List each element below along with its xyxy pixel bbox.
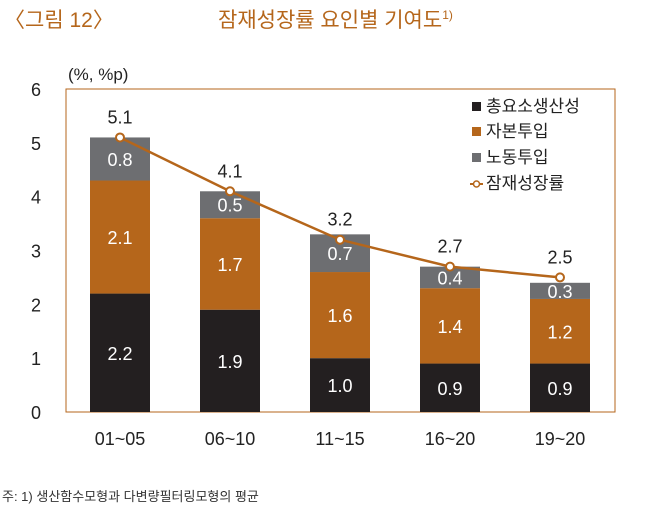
bar-1 bbox=[200, 218, 260, 310]
bar-value-label: 1.9 bbox=[217, 352, 242, 372]
bar-value-label: 0.9 bbox=[437, 379, 462, 399]
bar-value-label: 1.2 bbox=[547, 322, 572, 342]
bar-value-label: 0.7 bbox=[327, 244, 352, 264]
bar-value-label: 0.5 bbox=[217, 196, 242, 216]
legend-label: 잠재성장률 bbox=[486, 174, 564, 193]
bar-1 bbox=[420, 288, 480, 364]
chart-title-text: 잠재성장률 요인별 기여도 bbox=[218, 9, 443, 32]
chart: (%, %p) 0 1 2 3 4 5 6 2.2 2.1 0.8 01~05 1.9 1.7 0.5 06~… bbox=[31, 65, 616, 449]
figure-label: 〈그림 12〉 bbox=[4, 9, 114, 32]
line-value-label: 2.7 bbox=[437, 237, 462, 257]
line-value-label: 2.5 bbox=[547, 247, 572, 267]
legend-label: 노동투입 bbox=[486, 148, 549, 167]
y-tick-label: 2 bbox=[31, 295, 41, 315]
y-tick-label: 3 bbox=[31, 242, 41, 262]
bar-2 bbox=[420, 266, 480, 289]
line-point bbox=[225, 186, 235, 197]
y-tick-label: 6 bbox=[31, 80, 41, 100]
bar-1 bbox=[90, 180, 150, 294]
x-tick-label: 16~20 bbox=[425, 429, 476, 449]
legend-swatch bbox=[472, 127, 481, 136]
line-value-label: 5.1 bbox=[107, 107, 132, 127]
bar-value-label: 1.6 bbox=[327, 306, 352, 326]
line-point bbox=[115, 132, 125, 143]
bar-value-label: 0.9 bbox=[547, 379, 572, 399]
bar-value-label: 0.4 bbox=[437, 268, 462, 288]
bar-1 bbox=[310, 272, 370, 359]
bar-0 bbox=[90, 293, 150, 412]
legend-marker bbox=[472, 180, 481, 188]
bar-0 bbox=[420, 363, 480, 412]
line-point bbox=[335, 234, 345, 245]
bar-1 bbox=[530, 298, 590, 364]
title-footnote-mark: 1) bbox=[442, 8, 453, 22]
bar-2 bbox=[530, 282, 590, 299]
chart-title: 잠재성장률 요인별 기여도1) bbox=[218, 4, 453, 34]
x-tick-label: 19~20 bbox=[535, 429, 586, 449]
legend-label: 자본투입 bbox=[486, 122, 549, 141]
y-axis-label: (%, %p) bbox=[68, 65, 128, 84]
bar-value-label: 0.8 bbox=[107, 150, 132, 170]
x-tick-label: 01~05 bbox=[95, 429, 146, 449]
bar-0 bbox=[530, 363, 590, 412]
line-point bbox=[555, 272, 565, 283]
line-value-label: 4.1 bbox=[217, 161, 242, 181]
legend-swatch bbox=[472, 102, 481, 111]
bar-2 bbox=[90, 137, 150, 181]
footnote: 주: 1) 생산함수모형과 다변량필터링모형의 평균 bbox=[2, 489, 259, 504]
legend-label: 총요소생산성 bbox=[486, 97, 580, 116]
y-tick-label: 1 bbox=[31, 349, 41, 369]
bar-value-label: 0.3 bbox=[547, 282, 572, 302]
bar-value-label: 2.2 bbox=[107, 344, 132, 364]
legend-swatch bbox=[472, 153, 481, 162]
y-tick-label: 5 bbox=[31, 134, 41, 154]
line-point bbox=[445, 261, 455, 272]
bar-value-label: 2.1 bbox=[107, 228, 132, 248]
bar-0 bbox=[310, 358, 370, 412]
bar-value-label: 1.4 bbox=[437, 317, 462, 337]
bar-value-label: 1.7 bbox=[217, 255, 242, 275]
line-value-label: 3.2 bbox=[327, 210, 352, 230]
y-tick-label: 4 bbox=[31, 188, 41, 208]
bar-value-label: 1.0 bbox=[327, 376, 352, 396]
bar-0 bbox=[200, 309, 260, 412]
x-tick-label: 11~15 bbox=[315, 429, 364, 449]
x-tick-label: 06~10 bbox=[205, 429, 256, 449]
y-tick-label: 0 bbox=[31, 403, 41, 423]
